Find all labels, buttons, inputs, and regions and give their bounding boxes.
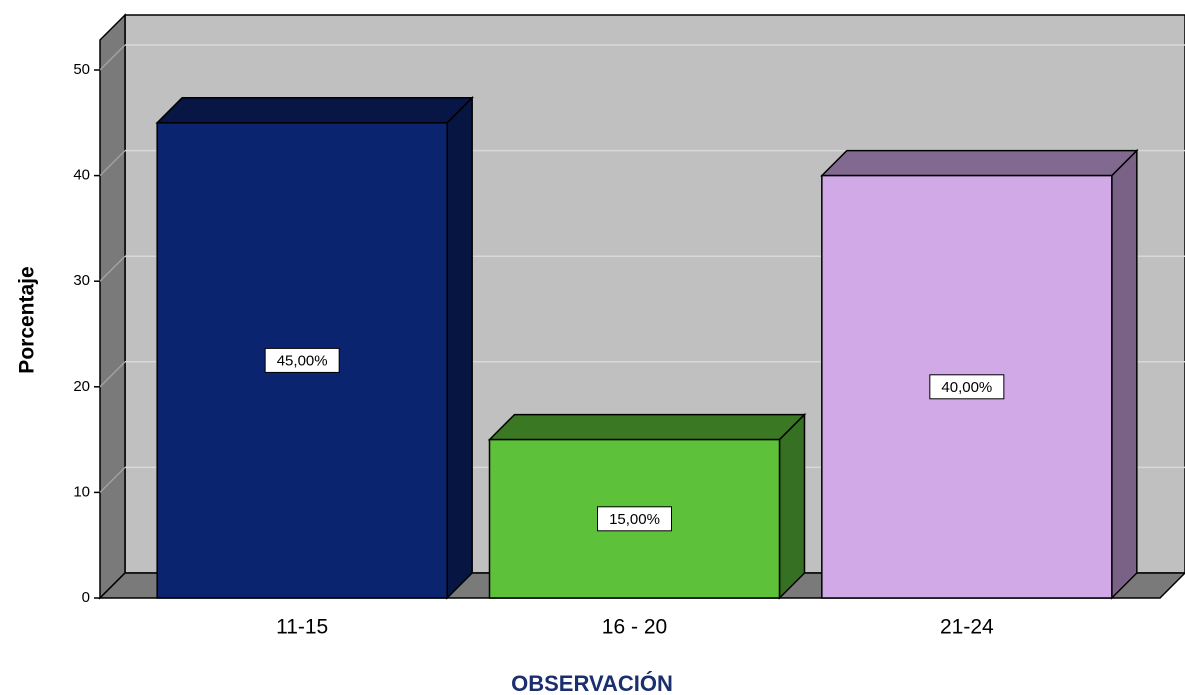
y-tick-label: 10 bbox=[73, 483, 90, 500]
y-tick-label: 30 bbox=[73, 272, 90, 289]
bar-top bbox=[487, 413, 807, 441]
grid-line bbox=[99, 150, 126, 177]
bar-top bbox=[155, 97, 474, 124]
x-tick-label: 21-24 bbox=[940, 616, 994, 639]
value-label-box bbox=[597, 506, 672, 532]
value-label: 15,00% bbox=[609, 511, 660, 528]
grid-line bbox=[99, 361, 126, 388]
bar-side bbox=[778, 412, 806, 600]
x-tick-label: 16 - 20 bbox=[602, 616, 667, 639]
grid-line bbox=[99, 255, 126, 282]
y-tick-label: 20 bbox=[73, 378, 90, 395]
value-label: 45,00% bbox=[277, 352, 328, 369]
y-axis-label: Porcentaje bbox=[16, 266, 39, 373]
bar-side bbox=[1111, 148, 1138, 600]
left-wall bbox=[99, 13, 126, 600]
x-axis-label: OBSERVACIÓN bbox=[511, 671, 673, 695]
grid-line bbox=[99, 466, 126, 493]
value-label: 40,00% bbox=[941, 379, 992, 396]
bar-side bbox=[446, 95, 473, 600]
x-tick-label: 11-15 bbox=[276, 616, 328, 639]
y-tick-label: 40 bbox=[73, 167, 90, 184]
value-label-box bbox=[929, 374, 1005, 400]
value-label-box bbox=[264, 347, 340, 373]
bar bbox=[156, 122, 448, 599]
y-tick-label: 0 bbox=[82, 589, 90, 606]
grid-line bbox=[99, 44, 126, 71]
bar-top bbox=[820, 149, 1139, 177]
y-tick-label: 50 bbox=[73, 61, 90, 78]
